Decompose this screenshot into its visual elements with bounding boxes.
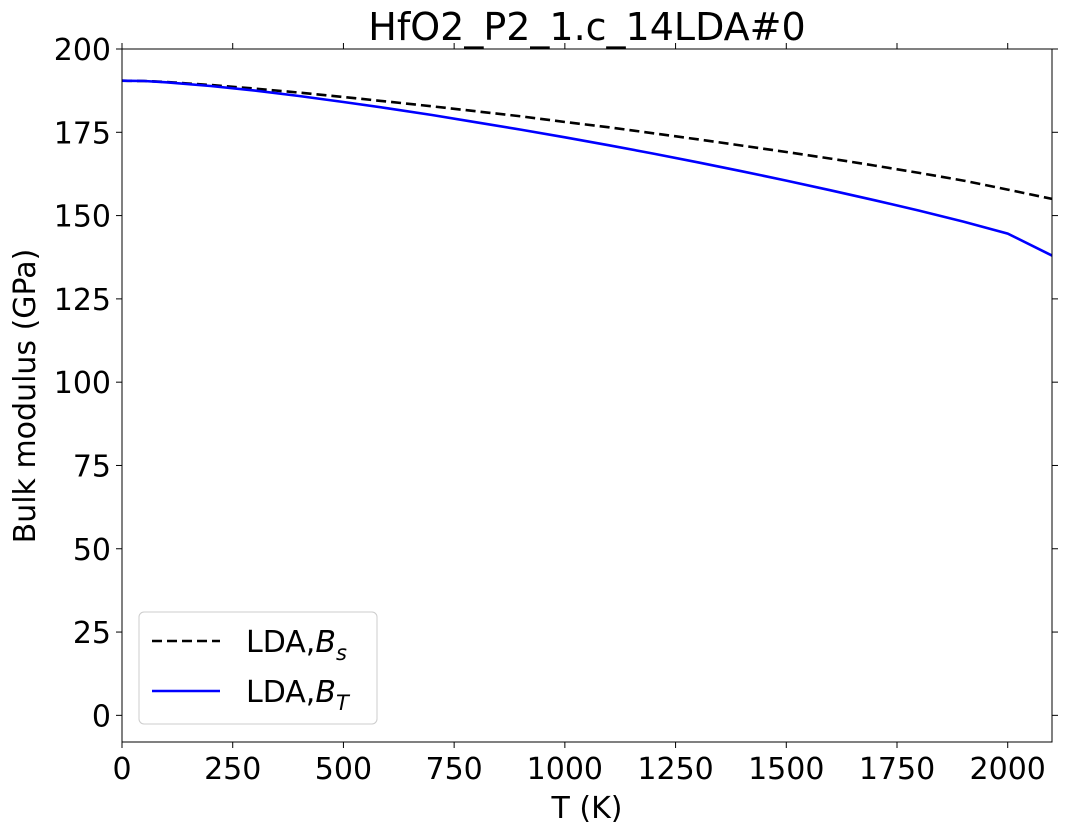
y-tick-label: 25 (73, 616, 111, 651)
y-tick-label: 150 (54, 200, 111, 235)
legend-label-prefix: LDA, (246, 625, 315, 660)
y-tick-label: 0 (92, 699, 111, 734)
chart-title: HfO2_P2_1.c_14LDA#0 (368, 5, 805, 49)
x-tick-label: 500 (315, 752, 372, 787)
x-tick-label: 1250 (637, 752, 713, 787)
legend-label-prefix: LDA, (246, 675, 315, 710)
y-tick-label: 50 (73, 533, 111, 568)
y-tick-label: 125 (54, 283, 111, 318)
legend-label-1: LDA,Bs (246, 625, 347, 665)
legend-label-2: LDA,BT (246, 675, 351, 715)
y-tick-label: 75 (73, 449, 111, 484)
x-tick-label: 250 (204, 752, 261, 787)
x-tick-label: 1750 (859, 752, 935, 787)
plot-frame (121, 48, 1053, 743)
axes (121, 48, 1053, 743)
x-tick-label: 0 (112, 752, 131, 787)
series-line-2 (121, 79, 1053, 257)
y-axis-label: Bulk modulus (GPa) (8, 249, 43, 544)
plot-lines (121, 79, 1053, 257)
x-tick-label: 2000 (970, 752, 1046, 787)
legend-label-subscript: T (336, 691, 351, 715)
y-tick-label: 200 (54, 33, 111, 68)
x-tick-label: 750 (426, 752, 483, 787)
legend-label-subscript: s (336, 641, 347, 665)
series-line-1 (121, 79, 1053, 201)
ticks: 0 250 500 750 1000 1250 1500 1750 2000 0 25 50 75 100… (54, 33, 1058, 787)
y-tick-label: 100 (54, 366, 111, 401)
x-axis-label: T (K) (551, 791, 623, 826)
x-tick-label: 1500 (748, 752, 824, 787)
legend-label-symbol: B (315, 675, 336, 710)
y-tick-label: 175 (54, 116, 111, 151)
x-tick-label: 1000 (527, 752, 603, 787)
legend-label-symbol: B (315, 625, 336, 660)
